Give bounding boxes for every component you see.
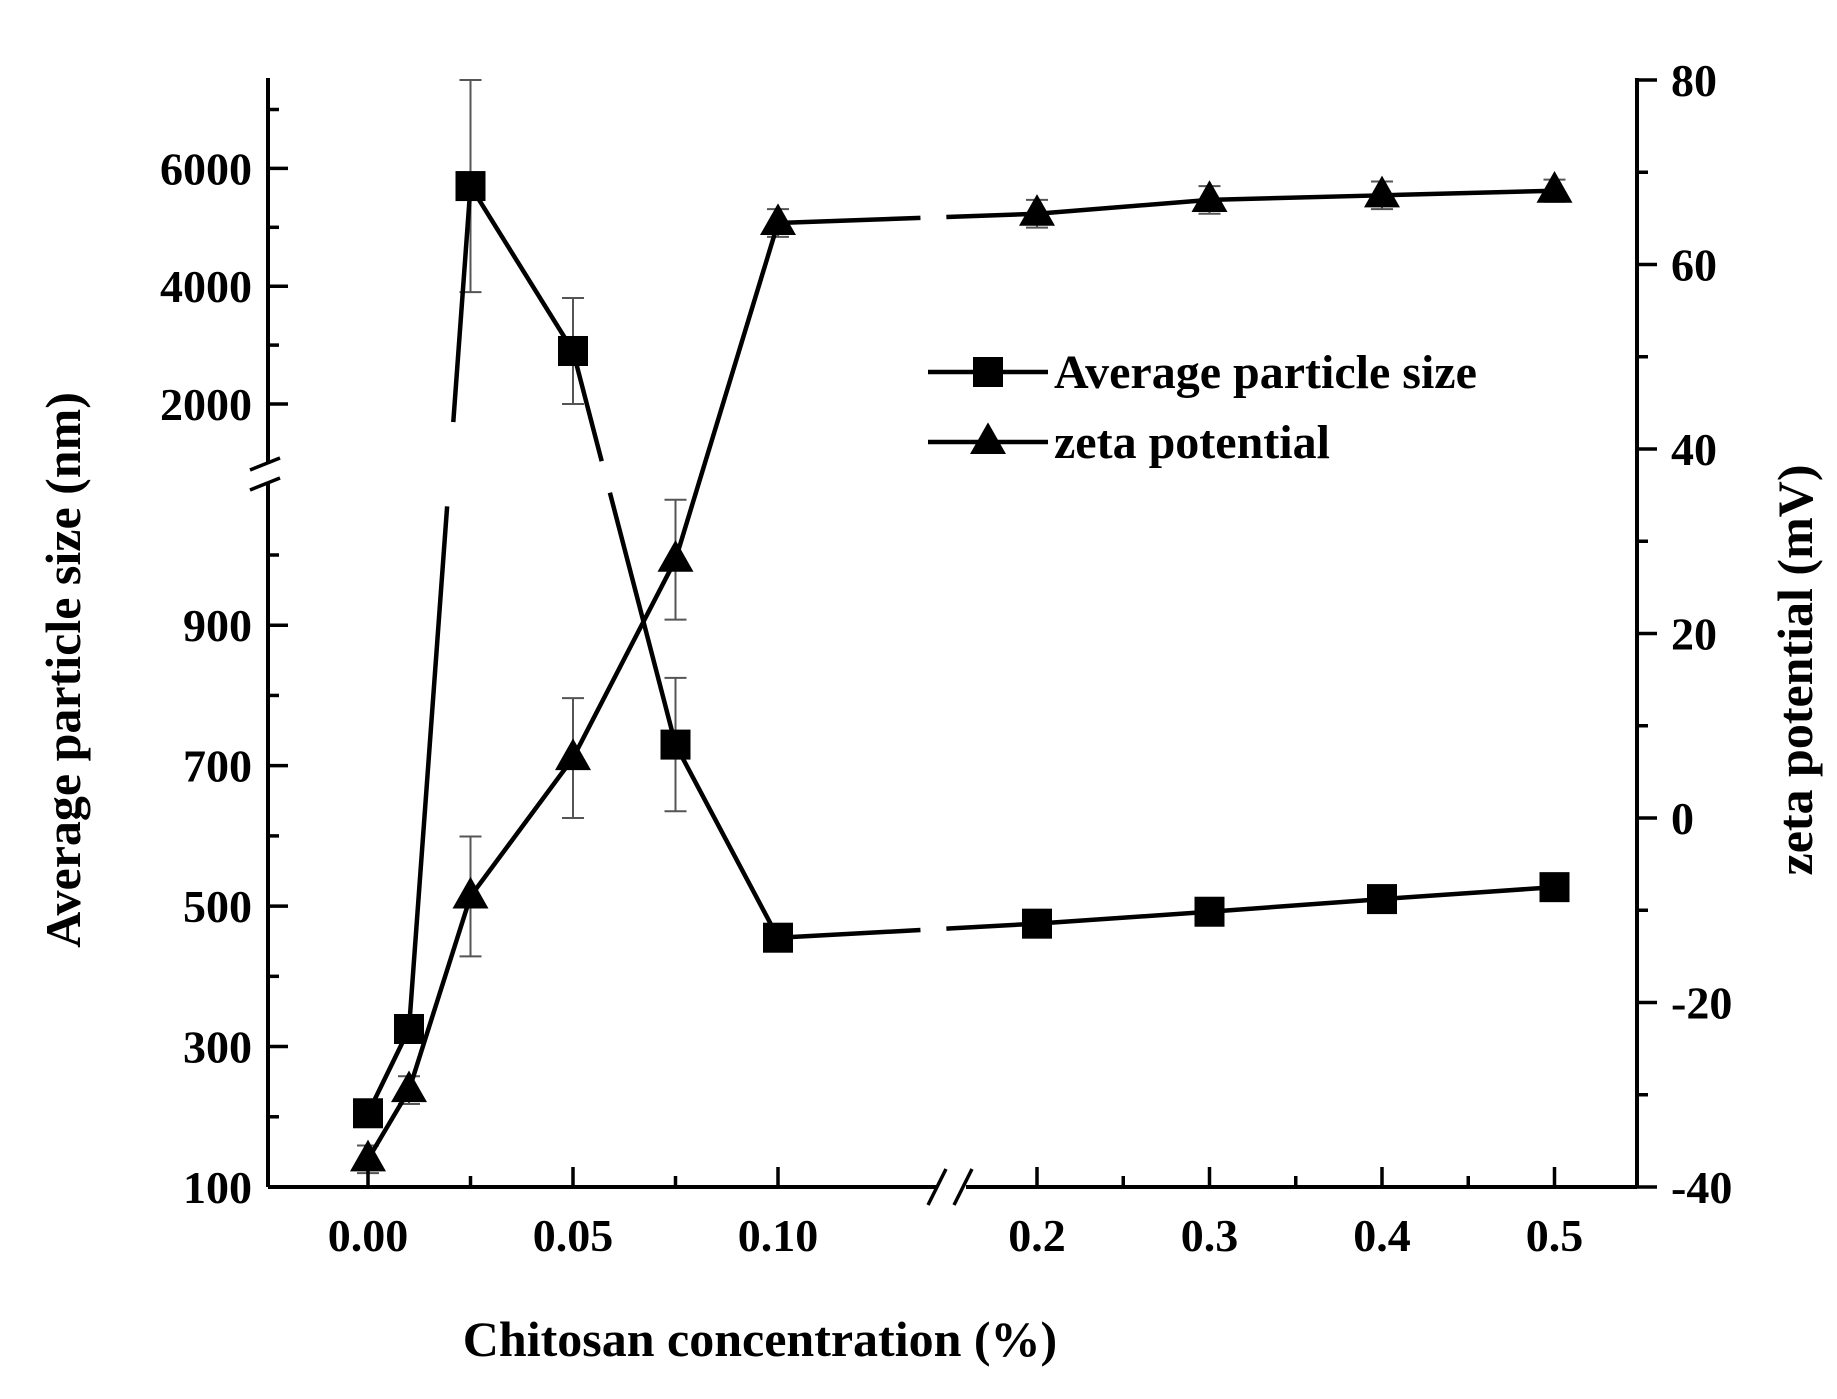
y-right-tick-label: 60 (1671, 240, 1717, 291)
x-axis-break-mark (926, 1168, 948, 1206)
data-point-triangle (1019, 194, 1055, 226)
ticks (268, 78, 1657, 1189)
tick-labels: 0.00 0.05 0.10 0.2 0.3 0.4 0.5 100 300 500 700 900 2… (160, 55, 1732, 1261)
y-right-tick-label: -20 (1671, 978, 1732, 1029)
y-left-tick-label: 4000 (160, 261, 252, 312)
y-axis-break-mark (249, 476, 281, 492)
legend-marker-triangle (970, 422, 1006, 455)
series-line-segment (406, 895, 473, 1091)
y-right-tick-label: 20 (1671, 609, 1717, 660)
y-axis-right-title: zeta potential (mV) (1767, 465, 1823, 876)
y-right-tick-label: 40 (1671, 424, 1717, 475)
y-left-tick-label: 6000 (160, 143, 252, 194)
data-point-triangle (1536, 171, 1573, 203)
data-point-square (558, 335, 588, 366)
legend-label: Average particle size (1054, 346, 1477, 399)
series-line-segment (468, 184, 575, 353)
series-line-segment (946, 211, 1038, 220)
series-line-segment (673, 743, 780, 939)
data-point-square (1367, 884, 1397, 915)
x-tick-label: 0.00 (328, 1210, 409, 1261)
data-point-square (660, 729, 691, 760)
y-left-tick-label: 900 (183, 600, 252, 651)
x-axis-break-mark (952, 1168, 974, 1206)
y-axis-left-title: Average particle size (nm) (35, 392, 91, 948)
series-line-segment (570, 350, 604, 462)
data-point-square (763, 922, 793, 953)
axes (249, 78, 1639, 1206)
series-line-segment (406, 506, 450, 1030)
data-point-square (1022, 908, 1052, 939)
x-tick-label: 0.10 (738, 1210, 819, 1261)
series-line-segment (777, 927, 921, 940)
x-tick-label: 0.5 (1526, 1210, 1584, 1261)
markers (350, 171, 1573, 1172)
x-tick-label: 0.05 (533, 1210, 614, 1261)
data-point-square (353, 1098, 383, 1129)
series-line-segment (673, 222, 781, 561)
data-point-triangle (555, 738, 591, 771)
series-line-segment (1036, 197, 1210, 217)
y-right-tick-label: 0 (1671, 793, 1694, 844)
data-point-square (394, 1014, 424, 1044)
data-point-square (1194, 896, 1225, 927)
series-line-segment (571, 558, 678, 760)
y-right-tick-label: 80 (1671, 55, 1717, 106)
data-point-triangle (760, 203, 796, 236)
series-line-segment (1381, 188, 1555, 198)
data-point-triangle (657, 540, 694, 572)
x-tick-label: 0.2 (1008, 1210, 1066, 1261)
x-axis-title: Chitosan concentration (%) (463, 1311, 1057, 1367)
error-bars (357, 79, 1566, 1175)
data-point-triangle (350, 1139, 386, 1172)
series-line-segment (1209, 193, 1383, 203)
series-line-segment (468, 756, 575, 898)
series-lines (365, 184, 1555, 1161)
series-line-segment (1036, 909, 1210, 926)
y-left-tick-label: 700 (183, 741, 252, 792)
series-line-segment (777, 215, 921, 226)
x-tick-label: 0.4 (1353, 1210, 1411, 1261)
legend-marker-square (973, 357, 1003, 387)
legend-label: zeta potential (1054, 416, 1330, 469)
series-line-segment (1209, 896, 1383, 914)
series-line-segment (451, 185, 473, 423)
y-left-tick-label: 100 (183, 1162, 252, 1213)
data-point-triangle (1191, 180, 1228, 212)
series-line-segment (1381, 884, 1555, 902)
series-line-segment (946, 921, 1038, 931)
data-point-triangle (391, 1070, 427, 1103)
y-left-tick-label: 300 (183, 1022, 252, 1073)
y-left-tick-label: 2000 (160, 379, 252, 430)
x-tick-label: 0.3 (1181, 1210, 1239, 1261)
y-left-tick-label: 500 (183, 881, 252, 932)
data-point-square (1539, 872, 1570, 903)
data-point-triangle (1364, 175, 1400, 208)
y-axis-break-mark (249, 456, 281, 472)
data-point-square (455, 171, 486, 202)
legend: Average particle size zeta potential (928, 346, 1477, 469)
data-point-triangle (452, 876, 489, 909)
y-right-tick-label: -40 (1671, 1162, 1732, 1213)
